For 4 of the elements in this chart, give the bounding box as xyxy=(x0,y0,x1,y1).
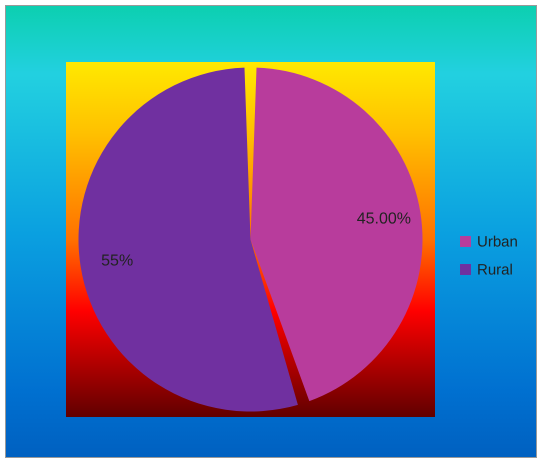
data-label: 55% xyxy=(101,252,134,270)
legend-label: Rural xyxy=(477,262,513,278)
data-label: 45.00% xyxy=(356,210,411,228)
legend-label: Urban xyxy=(477,234,518,250)
